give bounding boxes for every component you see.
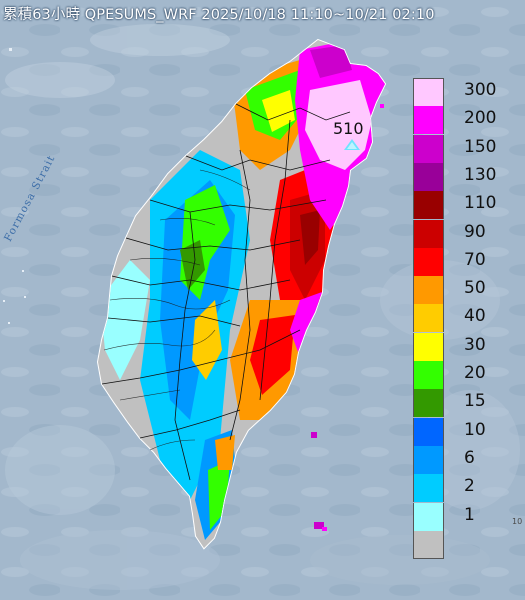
legend-swatch [413,247,444,276]
legend-label: 150 [464,136,497,157]
legend-label: 2 [464,476,475,497]
legend-label: 40 [464,306,486,327]
river-lines [103,169,251,451]
legend-swatch [413,417,444,446]
legend-swatch [413,162,444,191]
legend-swatch [413,332,444,361]
map-title: 累積63小時 QPESUMS_WRF 2025/10/18 11:10~10/2… [3,7,435,23]
legend-label: 30 [464,334,486,355]
legend-label: 15 [464,391,486,412]
legend-swatch [413,304,444,333]
legend-swatch [413,361,444,389]
legend-label: 110 [464,193,497,214]
legend-label: 70 [464,249,486,270]
legend-swatch [413,502,444,531]
legend-label: 200 [464,108,497,129]
legend-swatch [413,389,444,418]
legend-swatch [413,78,444,106]
legend-swatch [413,219,444,248]
legend-swatch [413,106,444,135]
county-borders [101,103,351,481]
legend-label: 10 [464,419,486,440]
legend-label: 20 [464,363,486,383]
legend-swatch [413,276,444,305]
edge-note: 10 [512,517,523,526]
max-rainfall-value: 510 [333,119,364,138]
legend-swatch [413,191,444,220]
specks [3,48,26,324]
legend-label: 1 [464,504,475,525]
legend-swatch [413,474,444,503]
cloud-wisps [5,24,520,590]
legend-swatch [413,445,444,474]
legend-label: 130 [464,164,497,185]
legend-label: 50 [464,278,486,299]
legend-label: 6 [464,447,475,468]
legend-label: 300 [464,80,497,100]
max-rainfall-triangle-icon [344,139,360,150]
legend-label: 90 [464,221,486,242]
offshore-islands [311,104,384,531]
legend-swatch [413,530,444,559]
legend-swatch [413,134,444,163]
